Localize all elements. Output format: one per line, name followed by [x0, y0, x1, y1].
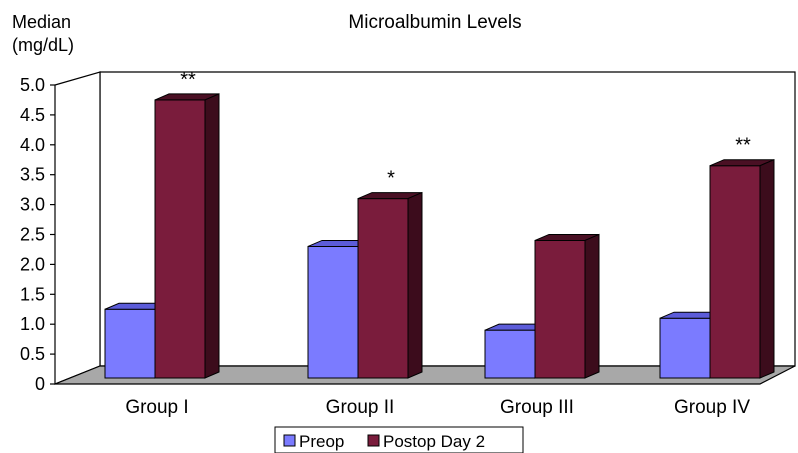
bar-postop-day-2-group-iv: ** — [709, 135, 775, 379]
y-tick-label: 0.5 — [20, 344, 45, 364]
x-tick-label: Group IV — [674, 397, 750, 418]
y-tick-label: 4.0 — [20, 135, 45, 155]
x-tick-label: Group II — [326, 397, 395, 418]
bar-front — [307, 245, 359, 379]
bars: ***** — [104, 69, 775, 379]
bar-front — [104, 308, 156, 379]
plot-frame — [54, 71, 796, 385]
y-tick-label: 2.5 — [20, 225, 45, 245]
x-tick-label: Group I — [125, 397, 188, 418]
legend-label: Postop Day 2 — [383, 432, 485, 451]
y-axis-label-line1: Median — [12, 12, 71, 32]
y-tick-label: 4.5 — [20, 105, 45, 125]
x-tick-label: Group III — [500, 397, 574, 418]
bar-side — [204, 93, 220, 379]
chart-title: Microalbumin Levels — [348, 12, 521, 33]
plot-side-wall — [54, 71, 101, 385]
legend-label: Preop — [299, 432, 344, 451]
bar-front — [357, 198, 409, 379]
legend-swatch — [367, 434, 380, 447]
bar-front — [154, 99, 206, 379]
legend-box — [274, 426, 524, 453]
bar-side — [584, 233, 600, 379]
bar-side — [407, 191, 423, 379]
bar-front — [659, 317, 711, 379]
bar-side — [759, 158, 775, 379]
x-axis: Group I Group II Group III Group IV — [125, 397, 750, 418]
bar-front — [534, 239, 586, 379]
legend-swatch — [283, 434, 296, 447]
significance-marker: ** — [735, 135, 751, 157]
plot-floor — [54, 365, 796, 385]
y-tick-label: 3.0 — [20, 195, 45, 215]
bar-postop-day-2-group-ii: * — [357, 168, 423, 379]
y-tick-label: 2.0 — [20, 254, 45, 274]
y-tick-label: 1.0 — [20, 314, 45, 334]
y-axis-label-line2: (mg/dL) — [12, 35, 74, 55]
bar-postop-day-2-group-iii — [534, 233, 600, 379]
bar-front — [709, 165, 761, 379]
legend: Preop Postop Day 2 — [274, 426, 524, 453]
y-axis: 0 0.5 1.0 1.5 2.0 2.5 3.0 3.5 4.0 4.5 5.0 — [20, 75, 55, 394]
y-tick-label: 3.5 — [20, 165, 45, 185]
significance-marker: ** — [180, 69, 196, 91]
y-tick-label: 0 — [35, 374, 45, 394]
y-tick-label: 5.0 — [20, 75, 45, 95]
significance-marker: * — [387, 168, 395, 190]
bar-front — [484, 329, 536, 379]
bar-postop-day-2-group-i: ** — [154, 69, 220, 379]
y-tick-label: 1.5 — [20, 284, 45, 304]
